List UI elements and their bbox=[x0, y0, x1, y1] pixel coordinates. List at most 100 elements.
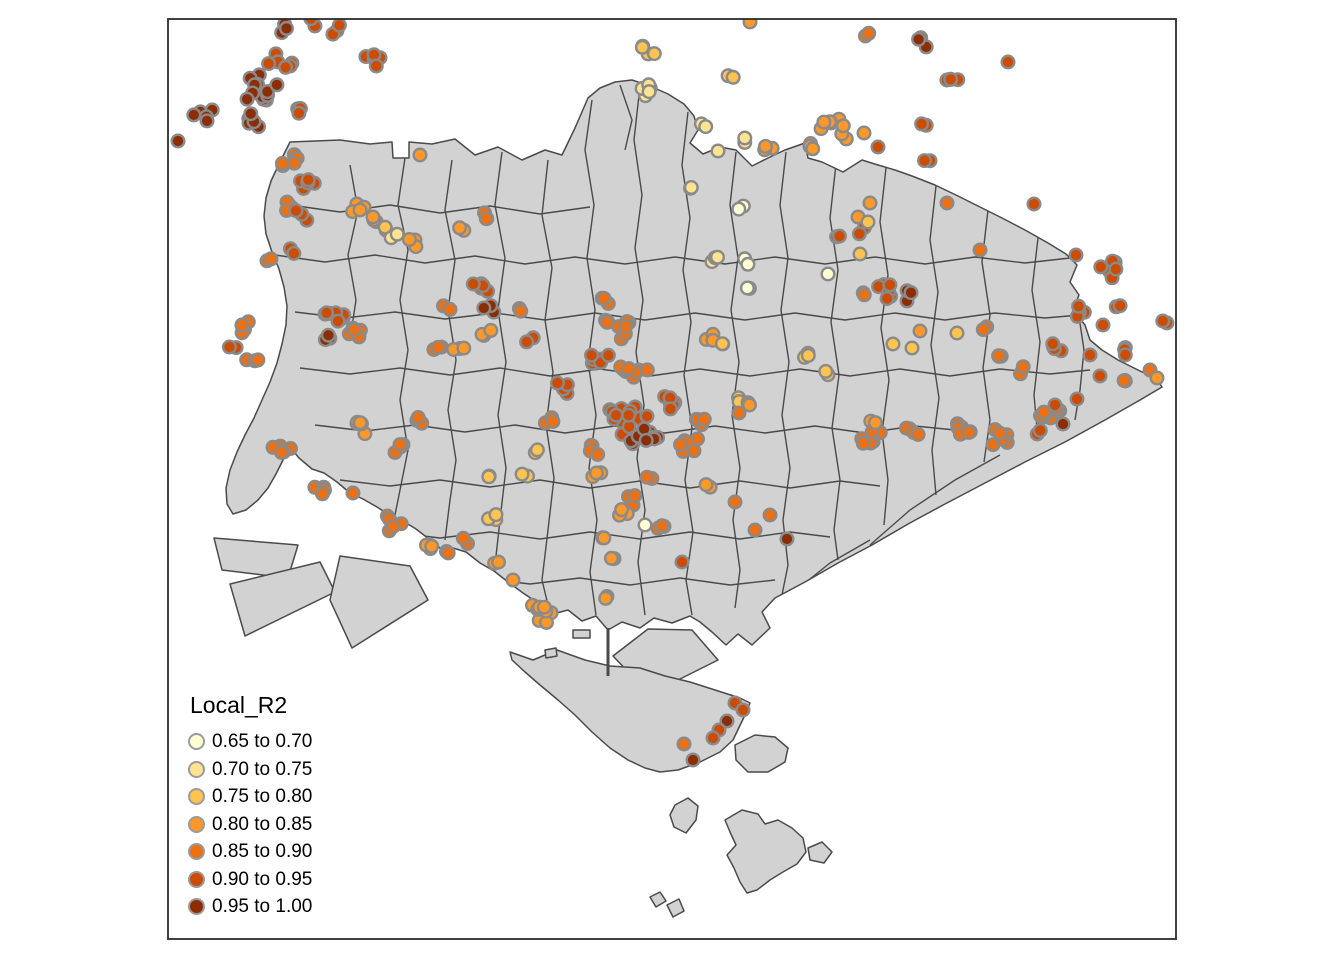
map-point bbox=[856, 287, 872, 303]
map-point bbox=[412, 147, 428, 163]
plot-frame bbox=[167, 18, 1177, 940]
map-point bbox=[696, 411, 712, 427]
map-point bbox=[385, 519, 401, 535]
map-point bbox=[852, 246, 868, 262]
map-point bbox=[455, 530, 471, 546]
map-point bbox=[352, 202, 368, 218]
map-point bbox=[600, 347, 616, 363]
map-point bbox=[596, 530, 612, 546]
map-point bbox=[961, 424, 977, 440]
map-point bbox=[1015, 359, 1031, 375]
map-point bbox=[674, 554, 690, 570]
map-point bbox=[603, 550, 619, 566]
map-point bbox=[456, 340, 472, 356]
map-point bbox=[1045, 336, 1061, 352]
map-point bbox=[314, 486, 330, 502]
map-point bbox=[856, 125, 872, 141]
map-point bbox=[320, 327, 336, 343]
map-point bbox=[261, 56, 277, 72]
map-point bbox=[478, 211, 494, 227]
map-point bbox=[346, 322, 362, 338]
map-point bbox=[1093, 259, 1109, 275]
map-point bbox=[740, 256, 756, 272]
map-point bbox=[832, 228, 848, 244]
map-point bbox=[491, 554, 507, 570]
map-point bbox=[529, 442, 545, 458]
map-point bbox=[851, 226, 867, 242]
map-point bbox=[263, 251, 279, 267]
map-point bbox=[634, 39, 650, 55]
island-polygon bbox=[509, 649, 751, 773]
map-point bbox=[243, 106, 259, 122]
map-point bbox=[621, 361, 637, 377]
map-point bbox=[330, 313, 346, 329]
subzone-boundary bbox=[879, 167, 890, 526]
legend-color-swatch bbox=[188, 788, 205, 806]
map-point bbox=[608, 407, 624, 423]
legend-color-swatch bbox=[188, 843, 205, 861]
map-point bbox=[352, 415, 368, 431]
subzone-boundary bbox=[1031, 237, 1041, 441]
subzone-boundary bbox=[274, 254, 1071, 265]
map-point bbox=[727, 494, 743, 510]
map-point bbox=[1071, 298, 1087, 314]
map-point bbox=[731, 405, 747, 421]
map-point bbox=[800, 348, 816, 364]
map-point bbox=[389, 226, 405, 242]
legend-item: 0.75 to 0.80 bbox=[188, 783, 312, 811]
subzone-boundary bbox=[444, 159, 457, 541]
map-point bbox=[903, 285, 919, 301]
pier-polygon bbox=[329, 555, 429, 649]
map-point bbox=[943, 71, 959, 87]
legend-item: 0.80 to 0.85 bbox=[188, 811, 312, 839]
map-point bbox=[662, 401, 678, 417]
legend-item: 0.95 to 1.00 bbox=[188, 893, 312, 921]
map-point bbox=[1069, 391, 1085, 407]
map-point bbox=[274, 445, 290, 461]
map-point bbox=[737, 130, 753, 146]
map-point bbox=[1108, 261, 1124, 277]
map-point bbox=[1112, 298, 1128, 314]
map-point bbox=[779, 531, 795, 547]
subzone-boundary bbox=[347, 164, 359, 341]
map-point bbox=[1068, 247, 1084, 263]
map-point bbox=[476, 300, 492, 316]
legend-item-label: 0.65 to 0.70 bbox=[212, 731, 313, 753]
map-point bbox=[646, 46, 662, 62]
map-point bbox=[637, 517, 653, 533]
map-point bbox=[199, 113, 215, 129]
subzone-boundary bbox=[681, 111, 694, 616]
map-point bbox=[1026, 196, 1042, 212]
subzone-boundary bbox=[929, 185, 940, 496]
legend-color-swatch bbox=[188, 733, 205, 751]
map-point bbox=[818, 363, 834, 379]
map-point bbox=[710, 249, 726, 265]
map-point bbox=[911, 31, 927, 47]
map-point bbox=[855, 435, 871, 451]
subzone-boundary bbox=[619, 84, 633, 151]
map-point bbox=[221, 339, 237, 355]
map-point bbox=[614, 502, 630, 518]
island-polygon bbox=[666, 898, 685, 918]
map-point bbox=[816, 114, 832, 130]
map-point bbox=[719, 713, 735, 729]
map-point bbox=[627, 488, 643, 504]
map-point bbox=[278, 59, 294, 75]
map-point bbox=[598, 590, 614, 606]
subzone-boundary bbox=[394, 157, 409, 516]
map-point bbox=[345, 485, 361, 501]
map-point bbox=[698, 477, 714, 493]
legend-item-label: 0.95 to 1.00 bbox=[212, 896, 313, 918]
map-point bbox=[514, 466, 530, 482]
map-point bbox=[1047, 19, 1053, 20]
map-point bbox=[710, 143, 726, 159]
map-point bbox=[368, 58, 384, 74]
map-point bbox=[805, 141, 821, 157]
map-point bbox=[1047, 397, 1063, 413]
map-point bbox=[621, 407, 637, 423]
map-point bbox=[917, 153, 933, 169]
map-point bbox=[654, 518, 670, 534]
map-point bbox=[513, 303, 529, 319]
map-point bbox=[939, 195, 955, 211]
